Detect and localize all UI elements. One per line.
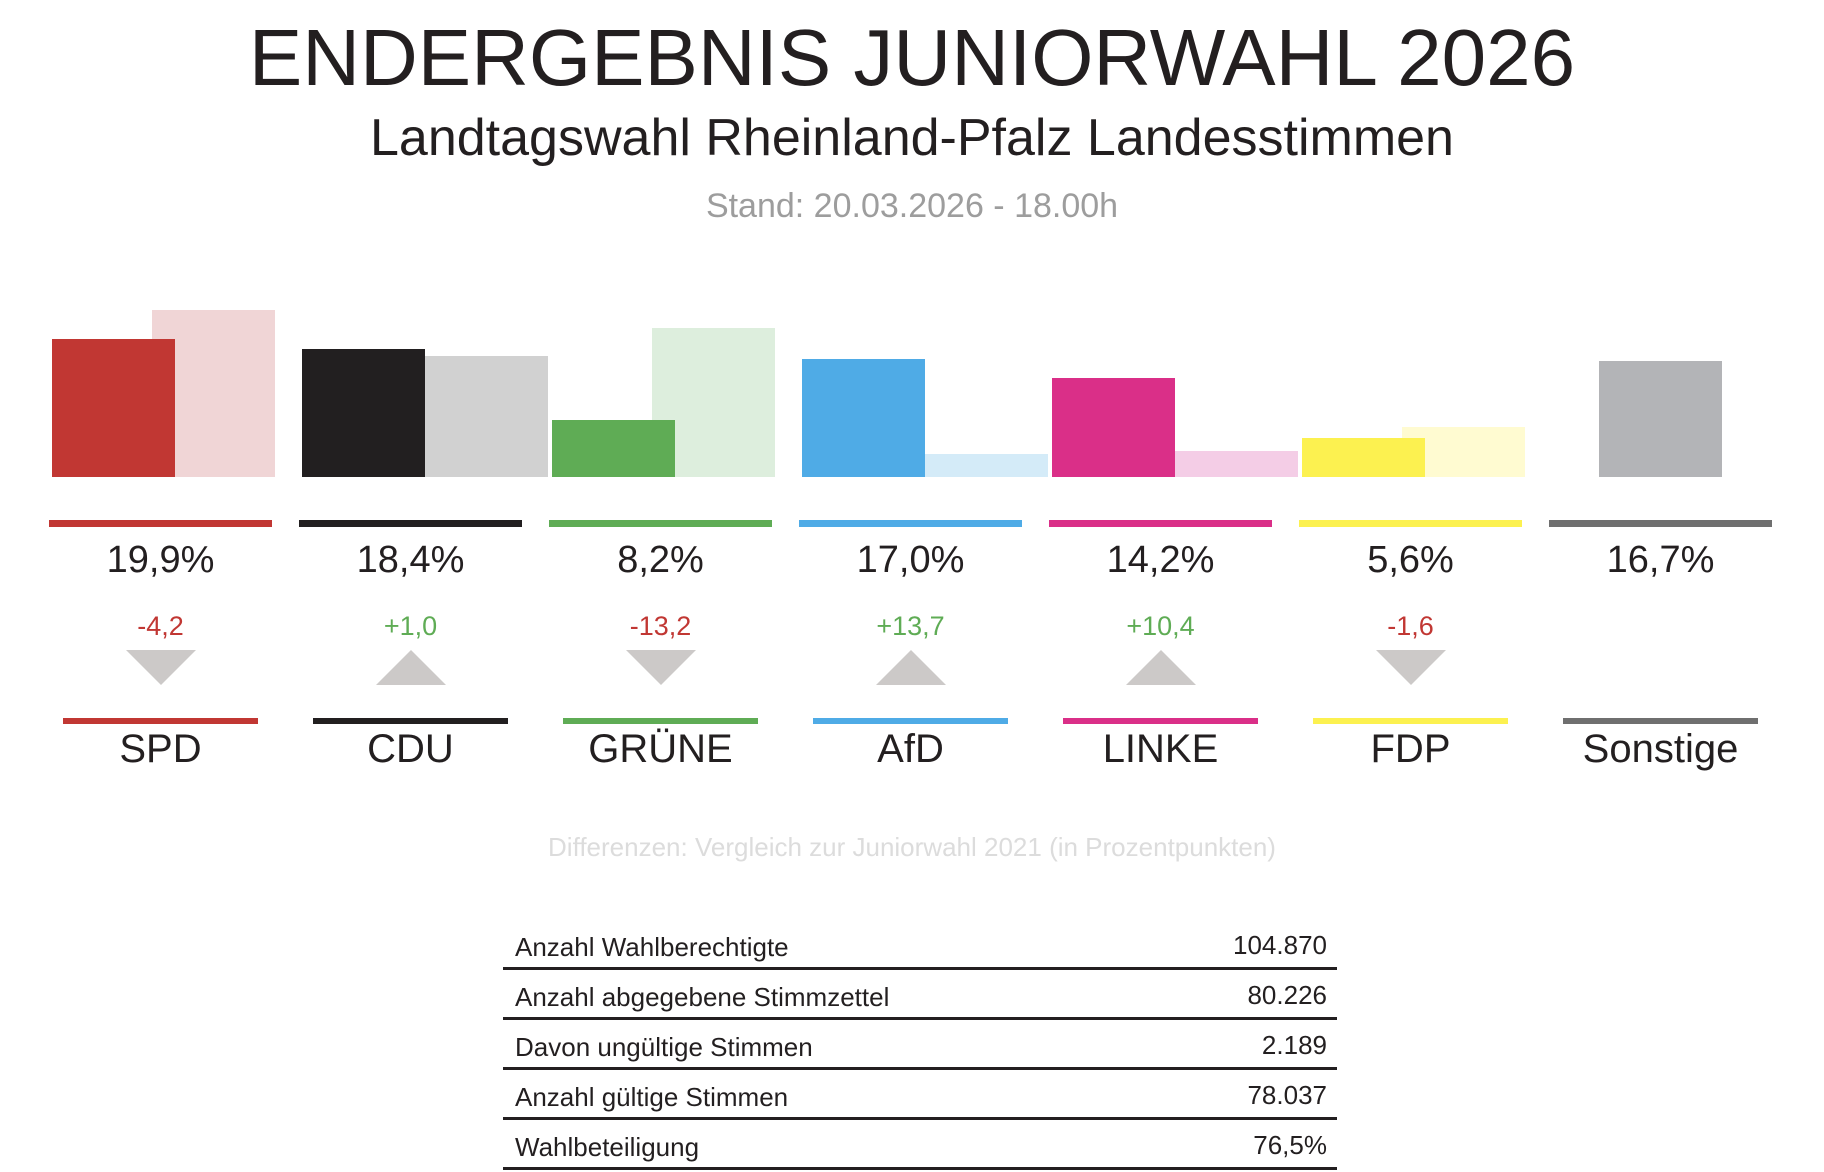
bar-2026-afd	[802, 359, 925, 477]
party-name: GRÜNE	[588, 727, 733, 771]
diff-label: -4,2	[137, 611, 184, 641]
party-line-cdu	[299, 520, 522, 527]
stats-label: Wahlbeteiligung	[515, 1132, 700, 1162]
bar-2026-sonstige	[1599, 361, 1722, 477]
arrow-up-icon	[375, 650, 446, 685]
stats-value: 2.189	[1261, 1030, 1327, 1060]
stats-value: 104.870	[1233, 930, 1327, 960]
party-name-line-spd	[63, 718, 258, 724]
bar-2026-cdu	[302, 349, 425, 477]
party-name: FDP	[1370, 727, 1451, 771]
percent-label: 8,2%	[617, 539, 704, 581]
percent-label: 18,4%	[356, 539, 465, 581]
stats-table: Anzahl Wahlberechtigte 104.870 Anzahl ab…	[503, 920, 1337, 1170]
party-line-sonstige	[1549, 520, 1772, 527]
party-name-line-fdp	[1313, 718, 1508, 724]
percent-label: 14,2%	[1106, 539, 1215, 581]
party-name-line-cdu	[313, 718, 508, 724]
stats-label: Davon ungültige Stimmen	[515, 1032, 813, 1062]
arrow-down-icon	[1375, 650, 1446, 685]
stats-row: Wahlbeteiligung 76,5%	[503, 1120, 1337, 1170]
diff-label: +1,0	[383, 611, 438, 641]
percent-label: 16,7%	[1606, 539, 1715, 581]
percent-label: 5,6%	[1367, 539, 1454, 581]
stats-label: Anzahl abgegebene Stimmzettel	[515, 982, 890, 1012]
bar-2026-linke	[1052, 378, 1175, 477]
party-line-afd	[799, 520, 1022, 527]
page-title: ENDERGEBNIS JUNIORWAHL 2026	[248, 13, 1576, 102]
arrow-down-icon	[625, 650, 696, 685]
party-name-line-afd	[813, 718, 1008, 724]
bar-2026-fdp	[1302, 438, 1425, 477]
diff-label: -13,2	[629, 611, 692, 641]
bar-2026-spd	[52, 338, 175, 477]
party-line-grne	[549, 520, 772, 527]
diff-label: -1,6	[1387, 611, 1434, 641]
diff-label: +13,7	[876, 611, 945, 641]
party-line-linke	[1049, 520, 1272, 527]
bar-2021-afd	[925, 454, 1048, 477]
party-name-line-linke	[1063, 718, 1258, 724]
stats-row: Davon ungültige Stimmen 2.189	[503, 1020, 1337, 1070]
party-line-fdp	[1299, 520, 1522, 527]
results-chart: 19,9% -4,2 SPD 18,4% +1,0 CDU 8,2% -13,2 GRÜNE 17…	[49, 309, 1772, 771]
stats-label: Anzahl Wahlberechtigte	[515, 932, 789, 962]
party-line-spd	[49, 520, 272, 527]
party-name: CDU	[367, 727, 454, 771]
bar-2026-grne	[552, 420, 675, 477]
party-name-line-sonstige	[1563, 718, 1758, 724]
party-name: Sonstige	[1582, 727, 1739, 771]
stats-value: 78.037	[1247, 1080, 1327, 1110]
bar-2021-cdu	[425, 356, 548, 477]
arrow-up-icon	[1125, 650, 1196, 685]
percent-label: 17,0%	[856, 539, 965, 581]
party-name: SPD	[119, 727, 202, 771]
stats-value: 80.226	[1247, 980, 1327, 1010]
stats-value: 76,5%	[1253, 1130, 1327, 1160]
page-subtitle: Landtagswahl Rheinland-Pfalz Landesstimm…	[370, 109, 1454, 167]
stats-label: Anzahl gültige Stimmen	[515, 1082, 789, 1112]
percent-label: 19,9%	[106, 539, 215, 581]
party-name: AfD	[877, 727, 944, 771]
stats-row: Anzahl Wahlberechtigte 104.870	[503, 920, 1337, 970]
stats-row: Anzahl abgegebene Stimmzettel 80.226	[503, 970, 1337, 1020]
stats-row: Anzahl gültige Stimmen 78.037	[503, 1070, 1337, 1120]
diff-note: Differenzen: Vergleich zur Juniorwahl 20…	[548, 832, 1276, 862]
diff-label: +10,4	[1126, 611, 1195, 641]
bar-2021-linke	[1175, 450, 1298, 477]
party-name: LINKE	[1102, 727, 1219, 771]
party-name-line-grne	[563, 718, 758, 724]
timestamp: Stand: 20.03.2026 - 18.00h	[705, 187, 1119, 225]
arrow-down-icon	[125, 650, 196, 685]
arrow-up-icon	[875, 650, 946, 685]
